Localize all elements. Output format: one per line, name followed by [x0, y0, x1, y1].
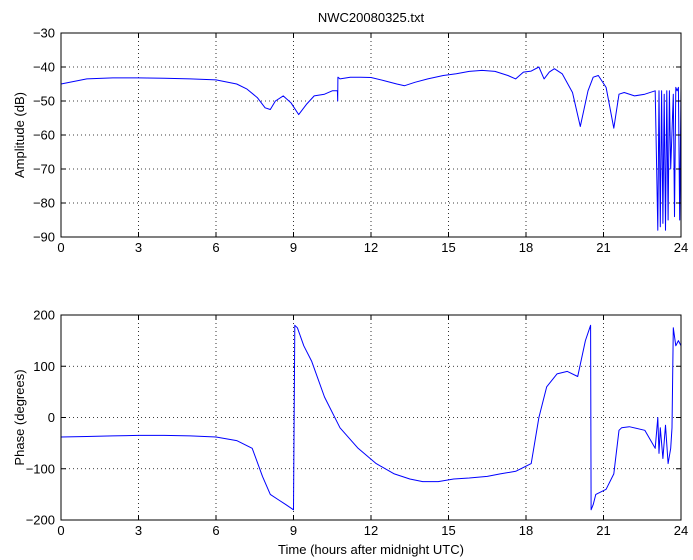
- series-line: [60, 66, 682, 231]
- x-tick-label: 6: [212, 240, 219, 255]
- x-tick-label: 0: [57, 240, 64, 255]
- x-tick-label: 21: [596, 523, 610, 538]
- series-line: [60, 324, 682, 511]
- y-tick-label: −90: [33, 230, 55, 245]
- x-tick-label: 15: [441, 240, 455, 255]
- y-tick-label: −60: [33, 128, 55, 143]
- y-tick-label: 200: [33, 308, 55, 323]
- x-tick-label: 0: [57, 523, 64, 538]
- y-axis-label: Amplitude (dB): [12, 92, 27, 178]
- x-tick-label: 3: [135, 240, 142, 255]
- y-tick-label: −30: [33, 26, 55, 41]
- x-tick-label: 6: [212, 523, 219, 538]
- y-tick-label: −200: [26, 513, 55, 528]
- y-tick-label: −80: [33, 196, 55, 211]
- y-tick-label: −50: [33, 94, 55, 109]
- x-tick-label: 18: [519, 523, 533, 538]
- y-tick-label: 0: [48, 410, 55, 425]
- y-tick-label: 100: [33, 359, 55, 374]
- x-tick-label: 9: [290, 240, 297, 255]
- chart-title: NWC20080325.txt: [318, 10, 425, 25]
- y-tick-label: −70: [33, 162, 55, 177]
- amplitude-panel: 0 3 6 9 12 15 18 21 24 −90 −80 −70 −60 −50 −40 −30 NWC20…: [12, 10, 688, 255]
- x-tick-label: 12: [364, 240, 378, 255]
- x-tick-label: 3: [135, 523, 142, 538]
- x-tick-label: 15: [441, 523, 455, 538]
- y-tick-label: −40: [33, 60, 55, 75]
- x-tick-label: 21: [596, 240, 610, 255]
- x-tick-label: 24: [674, 240, 688, 255]
- x-tick-label: 12: [364, 523, 378, 538]
- x-axis-label: Time (hours after midnight UTC): [278, 542, 464, 557]
- x-tick-label: 9: [290, 523, 297, 538]
- x-tick-label: 18: [519, 240, 533, 255]
- y-tick-label: −100: [26, 461, 55, 476]
- x-tick-label: 24: [674, 523, 688, 538]
- y-axis-label: Phase (degrees): [12, 369, 27, 465]
- phase-panel: 0 3 6 9 12 15 18 21 24 −200 −100 0 100 200 Phase (degr…: [12, 308, 688, 558]
